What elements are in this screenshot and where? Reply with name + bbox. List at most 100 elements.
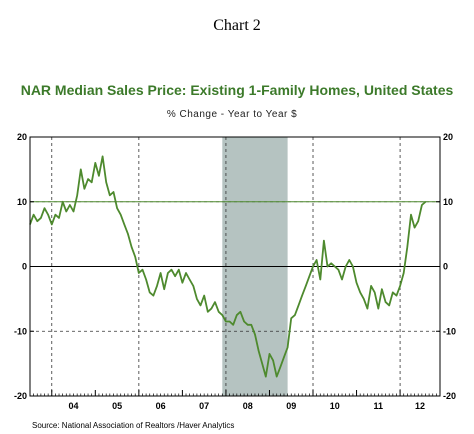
data-point (149, 291, 151, 293)
data-point (210, 307, 213, 310)
data-point (352, 265, 354, 268)
data-point (363, 298, 365, 300)
data-point (141, 269, 144, 271)
data-point (127, 233, 129, 235)
data-point (414, 227, 416, 229)
data-point (116, 207, 118, 209)
data-point (196, 298, 198, 300)
data-point (297, 304, 300, 306)
data-point (69, 204, 71, 206)
data-point (366, 307, 369, 310)
data-point (105, 181, 107, 183)
data-point (47, 214, 49, 216)
data-point (381, 288, 383, 290)
data-point (170, 269, 173, 271)
data-point (83, 188, 86, 190)
data-point (181, 282, 183, 284)
data-point (359, 291, 361, 293)
data-point (221, 314, 223, 316)
data-point (243, 320, 245, 323)
data-point (345, 265, 347, 268)
data-point (399, 285, 401, 287)
data-point (334, 265, 336, 268)
data-point (138, 272, 140, 274)
data-point (319, 278, 321, 281)
data-point (199, 304, 202, 306)
x-tick-label: 12 (415, 401, 425, 411)
data-point (228, 320, 231, 323)
data-point (72, 210, 75, 213)
data-point (330, 262, 332, 264)
data-point (392, 291, 394, 293)
data-points (29, 155, 427, 378)
data-point (33, 214, 35, 216)
data-point (178, 269, 180, 271)
data-point (388, 304, 390, 306)
data-point (43, 207, 46, 209)
data-point (395, 295, 398, 297)
data-point (156, 285, 158, 287)
data-point (218, 311, 220, 313)
tick-marks (30, 136, 440, 397)
data-point (421, 204, 423, 206)
data-point (189, 278, 191, 281)
data-point (377, 307, 379, 310)
data-point (54, 214, 56, 216)
data-point (152, 295, 154, 297)
data-point (76, 194, 78, 196)
data-point (294, 314, 296, 316)
x-tick-label: 05 (112, 401, 122, 411)
data-point (232, 324, 234, 326)
data-point (272, 359, 274, 361)
data-point (247, 324, 249, 326)
data-point (91, 181, 93, 183)
data-point (112, 191, 115, 193)
data-point (250, 324, 252, 326)
data-point (312, 265, 314, 268)
data-point (326, 265, 329, 268)
data-point (65, 210, 67, 213)
source-note: Source: National Association of Realtors… (32, 421, 234, 430)
data-point (130, 246, 133, 248)
data-point (120, 214, 122, 216)
data-point (374, 291, 376, 293)
data-point (305, 285, 307, 287)
data-point (337, 269, 340, 271)
data-point (279, 366, 281, 368)
data-point (236, 314, 238, 316)
data-point (355, 282, 358, 284)
data-point (308, 275, 310, 277)
data-point (58, 217, 60, 219)
data-point (101, 155, 104, 158)
data-point (316, 259, 318, 261)
data-point (192, 285, 194, 287)
data-point (94, 162, 96, 164)
y-axis-right: -20 -10 0 10 20 (443, 132, 456, 401)
x-tick-label: 07 (199, 401, 209, 411)
data-point (51, 223, 53, 226)
y-tick-label-right: 10 (443, 197, 453, 207)
x-tick-label: 11 (374, 401, 384, 411)
y-tick-label-left: 20 (17, 132, 27, 142)
data-point (257, 350, 260, 352)
data-point (410, 214, 412, 216)
data-point (134, 256, 136, 258)
data-point (203, 295, 205, 297)
data-point (145, 278, 147, 281)
x-tick-label: 09 (286, 401, 296, 411)
y-tick-label-right: -10 (443, 326, 456, 336)
data-point (167, 272, 169, 274)
data-point (348, 259, 350, 261)
chart-heading: Chart 2 (213, 17, 261, 34)
data-point (287, 346, 289, 349)
y-tick-label-left: -20 (14, 391, 27, 401)
data-point (424, 201, 427, 203)
data-point (98, 175, 100, 177)
data-point (109, 194, 111, 196)
data-point (80, 168, 82, 170)
data-point (323, 240, 325, 242)
chart-subtitle: % Change - Year to Year $ (167, 109, 297, 120)
data-point (283, 356, 285, 358)
y-tick-label-left: 10 (17, 197, 27, 207)
